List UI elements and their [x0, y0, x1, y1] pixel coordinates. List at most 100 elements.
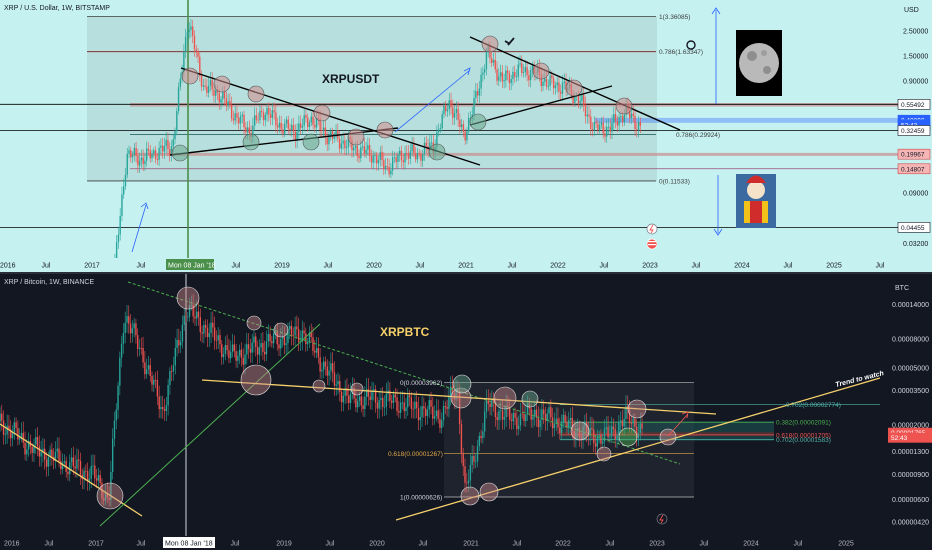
candle-body [36, 437, 39, 447]
price-axis-background [888, 274, 932, 536]
candle-body [634, 116, 636, 130]
candle-body [317, 348, 320, 358]
time-tick-label: Mon 08 Jan '18 [165, 541, 213, 548]
candle-body [232, 118, 235, 121]
candle-body [529, 70, 532, 81]
candle-body [174, 131, 176, 140]
candle-body [573, 430, 575, 439]
candle-body [445, 105, 447, 112]
candle-body [621, 420, 624, 427]
candle-body [367, 389, 370, 397]
candle-body [492, 59, 495, 63]
candle-body [194, 316, 196, 319]
lightning-glyph [659, 514, 664, 524]
candle-body [531, 65, 534, 71]
time-tick-label: Jul [232, 263, 241, 270]
candle-body [610, 426, 613, 437]
candle-body [215, 90, 217, 96]
candle-body [407, 395, 409, 408]
candle-body [450, 100, 452, 108]
pane-divider[interactable] [0, 272, 932, 274]
candle-body [528, 403, 531, 409]
price-axis-unit: BTC [895, 285, 909, 292]
candle-body [437, 410, 439, 419]
candle-body [360, 147, 362, 159]
candle-body [140, 347, 142, 349]
candle-body [619, 420, 622, 422]
candle-body [399, 150, 401, 155]
candle-body [312, 337, 314, 351]
candle-body [301, 330, 303, 342]
candle-body [455, 389, 457, 400]
candle-body [49, 449, 51, 458]
candle-body [216, 90, 219, 93]
candle-body [410, 397, 413, 409]
candle-body [74, 466, 76, 469]
candle-body [299, 123, 302, 128]
candle-body [170, 146, 173, 155]
candle-body [452, 107, 454, 118]
candle-body [469, 464, 472, 481]
candle-body [268, 108, 270, 115]
clown-shirt [750, 201, 762, 223]
candle-body [135, 147, 137, 156]
time-tick-label: 2024 [743, 541, 759, 548]
candle-body [330, 131, 332, 136]
candle-body [207, 85, 210, 93]
candle-body [391, 157, 394, 171]
candle-body [448, 100, 450, 110]
candle-body [521, 63, 523, 73]
candle-body [321, 369, 323, 372]
candle-body [614, 114, 617, 122]
candle-body [411, 144, 413, 152]
candle-body [208, 333, 210, 338]
candle-body [422, 154, 424, 161]
candle-body [67, 471, 69, 475]
price-tag-label: 0.04455 [901, 225, 925, 232]
candle-body [218, 92, 220, 103]
candle-body [546, 413, 548, 421]
candle-body [278, 344, 280, 349]
candle-body [556, 82, 558, 86]
candle-body [421, 406, 423, 418]
candle-body [269, 114, 272, 118]
candle-body [449, 386, 452, 397]
time-tick-label: 2016 [4, 541, 20, 548]
candle-body [639, 423, 641, 433]
candle-body [308, 122, 311, 128]
candle-body [390, 170, 392, 175]
candle-body [364, 396, 366, 409]
candle-body [284, 123, 286, 134]
candle-body [244, 354, 246, 365]
candle-body [433, 416, 436, 419]
candle-body [432, 406, 434, 419]
candle-body [305, 333, 307, 345]
candle-body [466, 131, 468, 141]
candle-body [354, 145, 357, 148]
candle-body [483, 69, 486, 73]
candle-body [342, 395, 345, 403]
candle-body [243, 114, 245, 128]
candle-body [612, 426, 615, 430]
xrpbtc-chart-panel[interactable]: Trend to watch XRPBTC 0(0.00003962) 0.618(0… [0, 274, 932, 550]
touch-point-circle [347, 128, 365, 146]
candle-body [281, 336, 284, 339]
candle-body [613, 114, 615, 123]
candle-body [409, 151, 412, 159]
candle-body [60, 461, 62, 470]
candle-body [196, 311, 198, 319]
price-tick-label: 0.00000420 [892, 519, 929, 526]
candle-body [382, 397, 384, 408]
candle-body [202, 85, 205, 87]
candle-body [476, 446, 479, 462]
candle-body [241, 114, 243, 117]
candle-body [492, 399, 495, 403]
candle-body [466, 482, 468, 484]
candle-body [526, 403, 529, 415]
candle-body [356, 145, 358, 156]
candle-body [192, 26, 194, 36]
time-tick-label: 2022 [555, 541, 571, 548]
candle-body [154, 379, 157, 381]
candle-body [276, 125, 279, 128]
xrpusd-chart-panel[interactable]: XRPUSDT 1(3.36085) 0.786(1.63347) 0.786(0.2… [0, 0, 932, 272]
